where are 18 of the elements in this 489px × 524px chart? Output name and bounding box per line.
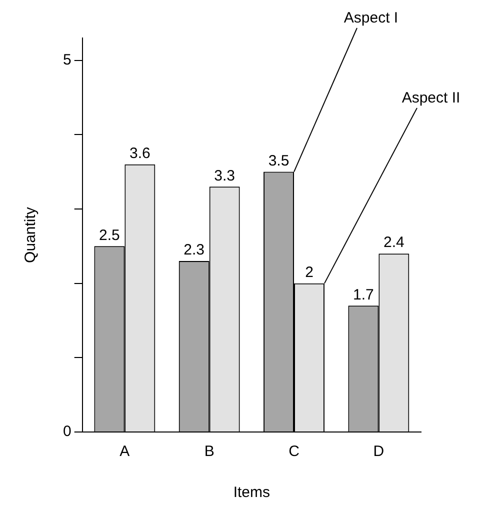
x-tick-label: D	[373, 443, 384, 460]
x-tick-label: A	[120, 443, 130, 460]
y-tick-label: 5	[63, 51, 72, 68]
data-label: 2	[305, 264, 314, 281]
data-label: 3.3	[214, 167, 236, 184]
x-tick-label: C	[288, 443, 300, 460]
x-tick-label: B	[204, 443, 214, 460]
text: Aspect I	[344, 10, 398, 27]
data-label: 1.7	[353, 286, 374, 304]
data-label: 2.4	[383, 234, 404, 252]
y-axis-title: Quantity	[22, 206, 40, 263]
data-label: 3.6	[129, 145, 150, 162]
data-label: 2.3	[184, 242, 205, 259]
data-label: 2.5	[99, 226, 120, 244]
data-label: 3.5	[268, 152, 290, 170]
y-tick-label: 0	[63, 423, 72, 440]
x-axis-title: Items	[233, 484, 270, 502]
text: Aspect II	[402, 90, 460, 107]
